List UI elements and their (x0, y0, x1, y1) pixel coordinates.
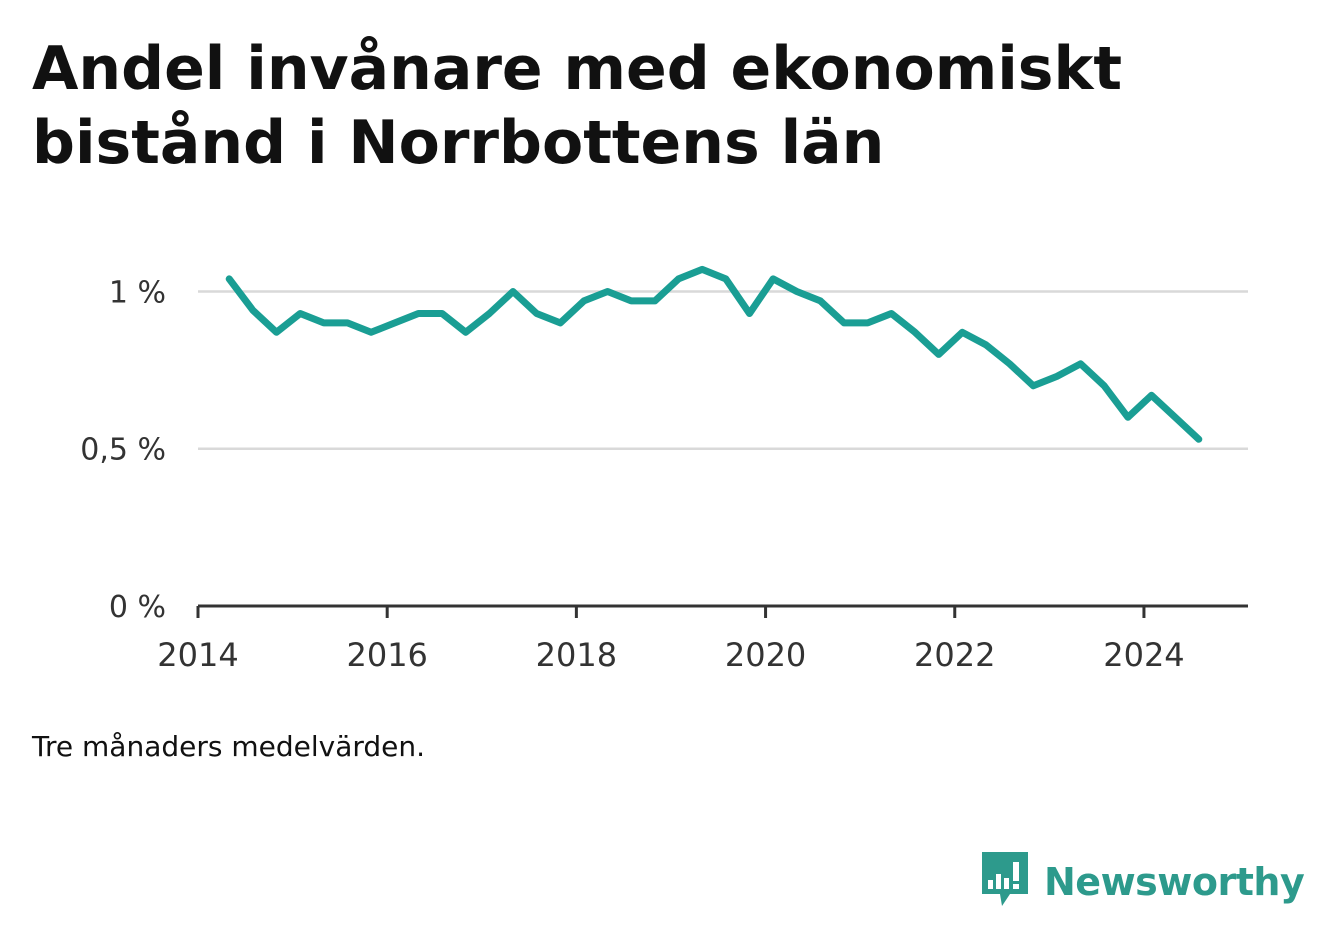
x-tick-label: 2022 (914, 636, 995, 674)
newsworthy-logo-text: Newsworthy (1044, 860, 1305, 904)
x-tick-label: 2018 (536, 636, 617, 674)
y-tick-label: 0 % (109, 590, 166, 625)
x-tick-label: 2014 (157, 636, 238, 674)
newsworthy-logo[interactable]: Newsworthy (980, 850, 1305, 914)
x-tick-label: 2020 (725, 636, 806, 674)
chart-title: Andel invånare med ekonomiskt bistånd i … (32, 34, 1123, 178)
newsworthy-logo-icon (980, 850, 1030, 914)
chart-note: Tre månaders medelvärden. (32, 730, 426, 763)
y-tick-label: 0,5 % (80, 433, 166, 468)
x-tick-label: 2016 (346, 636, 427, 674)
series-line (225, 265, 1203, 443)
x-tick-label: 2024 (1103, 636, 1184, 674)
y-tick-label: 1 % (109, 275, 166, 310)
